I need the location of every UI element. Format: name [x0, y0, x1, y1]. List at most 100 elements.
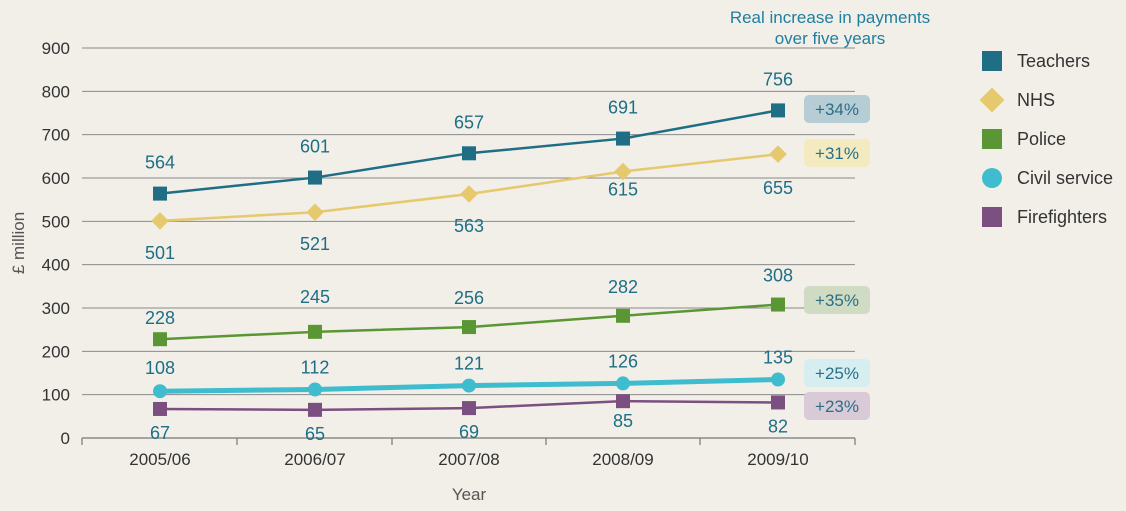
data-point [462, 320, 476, 335]
y-tick-label: 900 [42, 39, 70, 58]
data-label: 282 [608, 277, 638, 297]
data-label: 82 [768, 416, 788, 436]
gridlines [82, 47, 855, 396]
y-tick-label: 500 [42, 212, 70, 231]
y-tick-label: 700 [42, 126, 70, 145]
badge-label: +35% [815, 291, 859, 310]
badge-label: +31% [815, 144, 859, 163]
data-label: 601 [300, 137, 330, 157]
data-label: 691 [608, 98, 638, 118]
x-axis-title: Year [452, 485, 487, 504]
data-point [616, 308, 630, 323]
legend-label: Firefighters [1017, 207, 1107, 227]
data-label: 308 [763, 266, 793, 286]
increase-badge: +35% [804, 286, 870, 314]
data-label: 501 [145, 243, 175, 263]
data-label: 615 [608, 180, 638, 200]
data-point [462, 146, 476, 161]
data-point [616, 131, 630, 146]
y-tick-label: 0 [61, 429, 70, 448]
increase-badges: +34% +31% +35% +25% +23% [804, 95, 870, 420]
x-tick-label: 2008/09 [592, 450, 653, 469]
series-layer [151, 103, 787, 417]
data-point [308, 402, 322, 417]
badge-label: +23% [815, 397, 859, 416]
header-note-line: Real increase in payments [730, 8, 930, 27]
data-label: 563 [454, 216, 484, 236]
data-point [306, 203, 324, 221]
data-point [153, 384, 167, 399]
data-label: 655 [763, 178, 793, 198]
data-point [460, 185, 478, 203]
y-tick-label: 200 [42, 342, 70, 361]
legend-item: Civil service [982, 168, 1113, 188]
data-point [771, 297, 785, 312]
legend-label: NHS [1017, 90, 1055, 110]
y-tick-label: 100 [42, 386, 70, 405]
series-police [153, 297, 785, 347]
data-point [771, 395, 785, 410]
badge-background [804, 359, 870, 387]
data-label: 756 [763, 69, 793, 89]
data-point [151, 212, 169, 230]
y-tick-label: 600 [42, 169, 70, 188]
legend-item: Police [982, 129, 1066, 149]
legend-marker [982, 207, 1002, 227]
legend-item: Firefighters [982, 207, 1107, 227]
data-label: 657 [454, 112, 484, 132]
data-label: 112 [301, 357, 330, 377]
series-teachers [153, 103, 785, 201]
badge-background [804, 392, 870, 420]
data-label: 126 [608, 351, 638, 371]
data-point [771, 372, 785, 387]
header-note-line: over five years [775, 29, 886, 48]
legend-label: Civil service [1017, 168, 1113, 188]
increase-badge: +23% [804, 392, 870, 420]
data-labels: 564 601 657 691 756 501 521 563 615 655 228 245 256 2… [145, 69, 793, 443]
data-point [616, 376, 630, 391]
data-point [771, 103, 785, 118]
header-note: Real increase in payments over five years [730, 8, 930, 48]
data-label: 135 [763, 348, 793, 368]
legend-marker [982, 129, 1002, 149]
y-tick-label: 300 [42, 299, 70, 318]
data-label: 228 [145, 308, 175, 328]
badge-label: +34% [815, 100, 859, 119]
data-point [308, 324, 322, 339]
y-tick-label: 800 [42, 82, 70, 101]
data-point [614, 162, 632, 181]
badge-background [804, 286, 870, 314]
y-axis-title: £ million [9, 212, 28, 274]
legend-label: Teachers [1017, 51, 1090, 71]
badge-background [804, 139, 870, 167]
badge-background [804, 95, 870, 123]
series-civil-service [153, 372, 785, 399]
data-point [308, 170, 322, 185]
data-label: 65 [305, 424, 325, 444]
data-label: 521 [300, 234, 330, 254]
axes: 0 100 200 300 400 500 600 700 800 900 2005/06 2006/… [9, 39, 856, 504]
data-point [308, 382, 322, 397]
x-tick-label: 2009/10 [747, 450, 808, 469]
x-tick-label: 2006/07 [284, 450, 345, 469]
data-label: 121 [454, 354, 484, 374]
increase-badge: +25% [804, 359, 870, 387]
data-label: 564 [145, 153, 175, 173]
legend-item: Teachers [982, 51, 1090, 71]
data-label: 69 [459, 422, 479, 442]
data-label: 67 [150, 423, 170, 443]
data-label: 108 [145, 358, 175, 378]
data-label: 256 [454, 288, 484, 308]
badge-label: +25% [815, 364, 859, 383]
data-label: 85 [613, 411, 633, 431]
legend-marker [979, 87, 1005, 113]
data-label: 245 [300, 287, 330, 307]
legend-marker [982, 51, 1002, 71]
data-point [153, 332, 167, 347]
legend-marker [982, 168, 1002, 188]
legend: Teachers NHS Police Civil service Firefighte… [979, 51, 1113, 227]
x-tick-label: 2005/06 [129, 450, 190, 469]
x-tick-label: 2007/08 [438, 450, 499, 469]
